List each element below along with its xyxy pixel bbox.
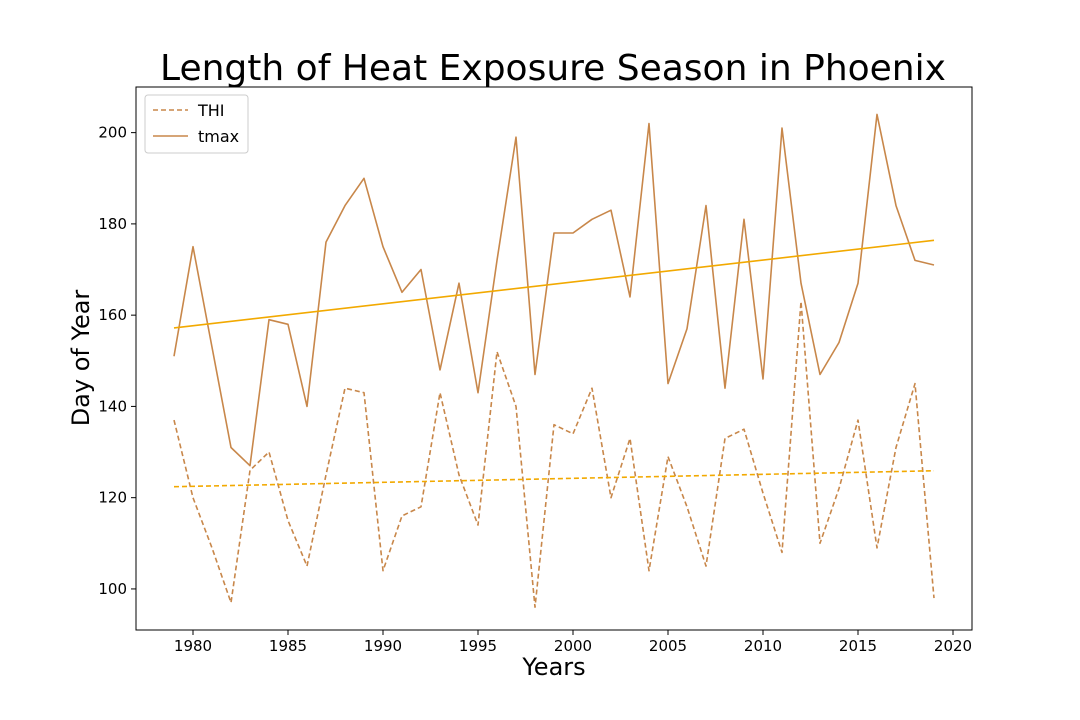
x-tick-label: 2020 bbox=[934, 637, 972, 655]
y-tick-label: 180 bbox=[98, 215, 127, 233]
legend: THI tmax bbox=[144, 94, 249, 154]
x-tick-label: 2000 bbox=[554, 637, 592, 655]
series-line-thi bbox=[173, 300, 935, 609]
y-tick-label: 140 bbox=[98, 397, 127, 415]
y-tick-label: 120 bbox=[98, 489, 127, 507]
x-tick-label: 2005 bbox=[649, 637, 687, 655]
x-axis-label: Years bbox=[521, 653, 585, 681]
x-tick-label: 1990 bbox=[364, 637, 402, 655]
axis-ticks: 1980 1985 1990 1995 2000 2005 2010 2015 2020 100 1… bbox=[98, 124, 972, 655]
legend-label-tmax: tmax bbox=[198, 127, 239, 146]
y-axis-label: Day of Year bbox=[67, 290, 95, 427]
x-tick-label: 1985 bbox=[269, 637, 307, 655]
y-tick-label: 100 bbox=[98, 580, 127, 598]
x-tick-label: 1980 bbox=[174, 637, 212, 655]
plot-area bbox=[173, 113, 935, 609]
x-tick-label: 2015 bbox=[839, 637, 877, 655]
y-tick-label: 200 bbox=[98, 124, 127, 142]
trend-line-thi bbox=[173, 469, 935, 488]
chart-title: Length of Heat Exposure Season in Phoeni… bbox=[160, 48, 946, 89]
x-tick-label: 2010 bbox=[744, 637, 782, 655]
legend-label-thi: THI bbox=[197, 101, 225, 120]
x-tick-label: 1995 bbox=[459, 637, 497, 655]
series-line-tmax bbox=[173, 113, 935, 467]
trend-line-tmax bbox=[173, 239, 935, 329]
y-tick-label: 160 bbox=[98, 306, 127, 324]
plot-frame bbox=[135, 86, 973, 631]
